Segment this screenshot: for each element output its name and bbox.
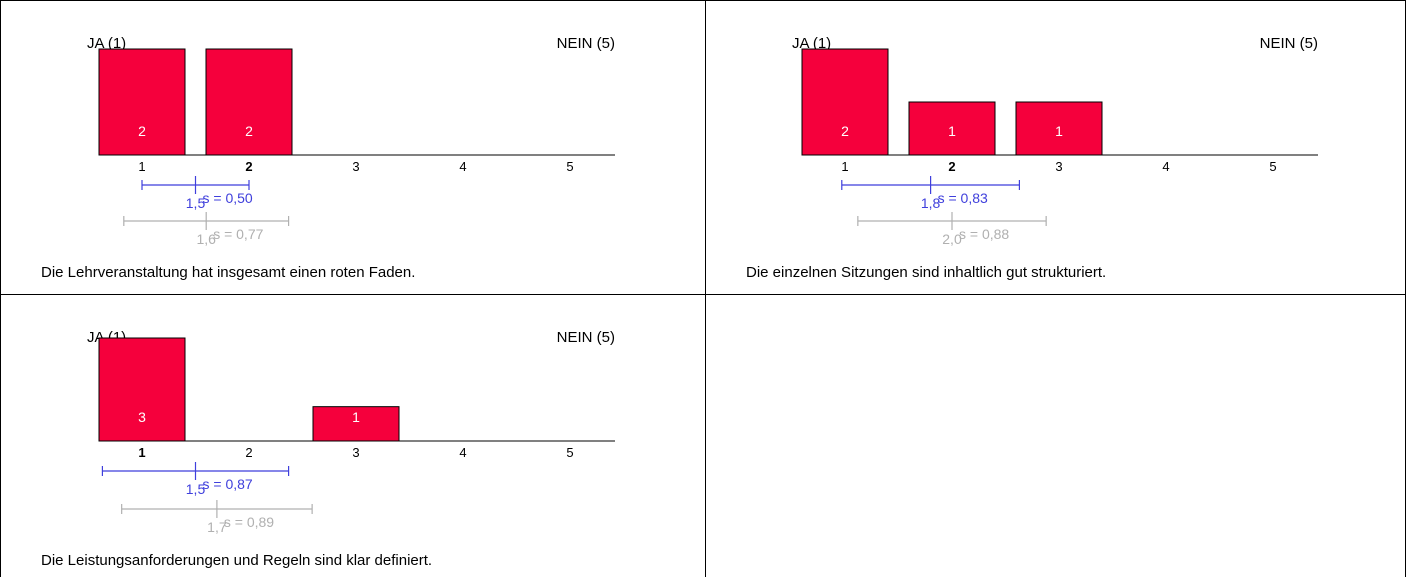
x-tick-label: 5 (1269, 159, 1276, 174)
mean-label: 2,0 (942, 231, 962, 247)
mean-label: 1,5 (186, 481, 206, 497)
x-tick-label: 4 (1162, 159, 1169, 174)
x-tick-label: 2 (245, 159, 252, 174)
chart-1: JA (1) NEIN (5) 2 2 1 2 3 4 5 1,5s = 0,50 1,6s = 0… (41, 35, 615, 281)
x-tick-label: 1 (138, 445, 145, 460)
right-scale-label: NEIN (5) (1260, 35, 1318, 52)
x-tick-label: 4 (459, 159, 466, 174)
grid-divider-vertical (705, 0, 706, 577)
x-tick-label: 3 (352, 445, 359, 460)
question-text: Die einzelnen Sitzungen sind inhaltlich … (746, 264, 1106, 281)
question-text: Die Leistungsanforderungen und Regeln si… (41, 552, 432, 569)
grid-border-left (0, 0, 1, 577)
x-tick-label: 2 (948, 159, 955, 174)
chart-panel-2: JA (1) NEIN (5) 2 1 1 1 2 3 4 5 1,8 s = 0,83 2,0 s = … (706, 1, 1405, 294)
x-tick-label: 1 (841, 159, 848, 174)
right-scale-label: NEIN (5) (557, 35, 615, 52)
bar-value-label: 1 (948, 123, 956, 139)
grid-border-top (0, 0, 1406, 1)
bar-2 (205, 48, 293, 156)
sd-label: s = 0,88 (959, 226, 1009, 242)
bar-1 (801, 48, 889, 156)
sd-label: s = 0,87 (203, 476, 253, 492)
bar-value-label: 1 (1055, 123, 1063, 139)
bar-3 (1015, 101, 1103, 156)
x-tick-label: 3 (1055, 159, 1062, 174)
mean-label: 1,7 (207, 519, 227, 535)
x-tick-label: 4 (459, 445, 466, 460)
sd-label: s = 0,77 (213, 226, 263, 242)
bar-1 (98, 337, 186, 442)
left-scale-label: JA (1) (87, 35, 126, 52)
x-tick-label: 5 (566, 445, 573, 460)
empty-panel (706, 295, 1405, 577)
chart-panel-1: JA (1) NEIN (5) 2 2 1 2 3 4 5 1,5 s = 0,50 1,6 s = 0… (1, 1, 705, 294)
mean-label: 1,5 (186, 195, 206, 211)
grid-divider-horizontal (0, 294, 1406, 295)
mean-label: 1,8 (921, 195, 941, 211)
sd-label: s = 0,50 (203, 190, 253, 206)
bar-value-label: 2 (841, 123, 849, 139)
bar-value-label: 2 (245, 123, 253, 139)
chart-2: JA (1) NEIN (5) 2 1 1 1 2 3 4 5 1,8s = 0,83 2,0s = … (746, 35, 1318, 281)
left-scale-label: JA (1) (792, 35, 831, 52)
bar-1 (98, 48, 186, 156)
sd-label: s = 0,83 (938, 190, 988, 206)
bar-value-label: 2 (138, 123, 146, 139)
x-tick-label: 1 (138, 159, 145, 174)
x-tick-label: 2 (245, 445, 252, 460)
question-text: Die Lehrveranstaltung hat insgesamt eine… (41, 264, 415, 281)
bar-3 (312, 406, 400, 442)
mean-label: 1,6 (196, 231, 216, 247)
x-tick-label: 3 (352, 159, 359, 174)
right-scale-label: NEIN (5) (557, 329, 615, 346)
bar-value-label: 3 (138, 409, 146, 425)
sd-label: s = 0,89 (224, 514, 274, 530)
x-tick-label: 5 (566, 159, 573, 174)
bar-value-label: 1 (352, 409, 360, 425)
